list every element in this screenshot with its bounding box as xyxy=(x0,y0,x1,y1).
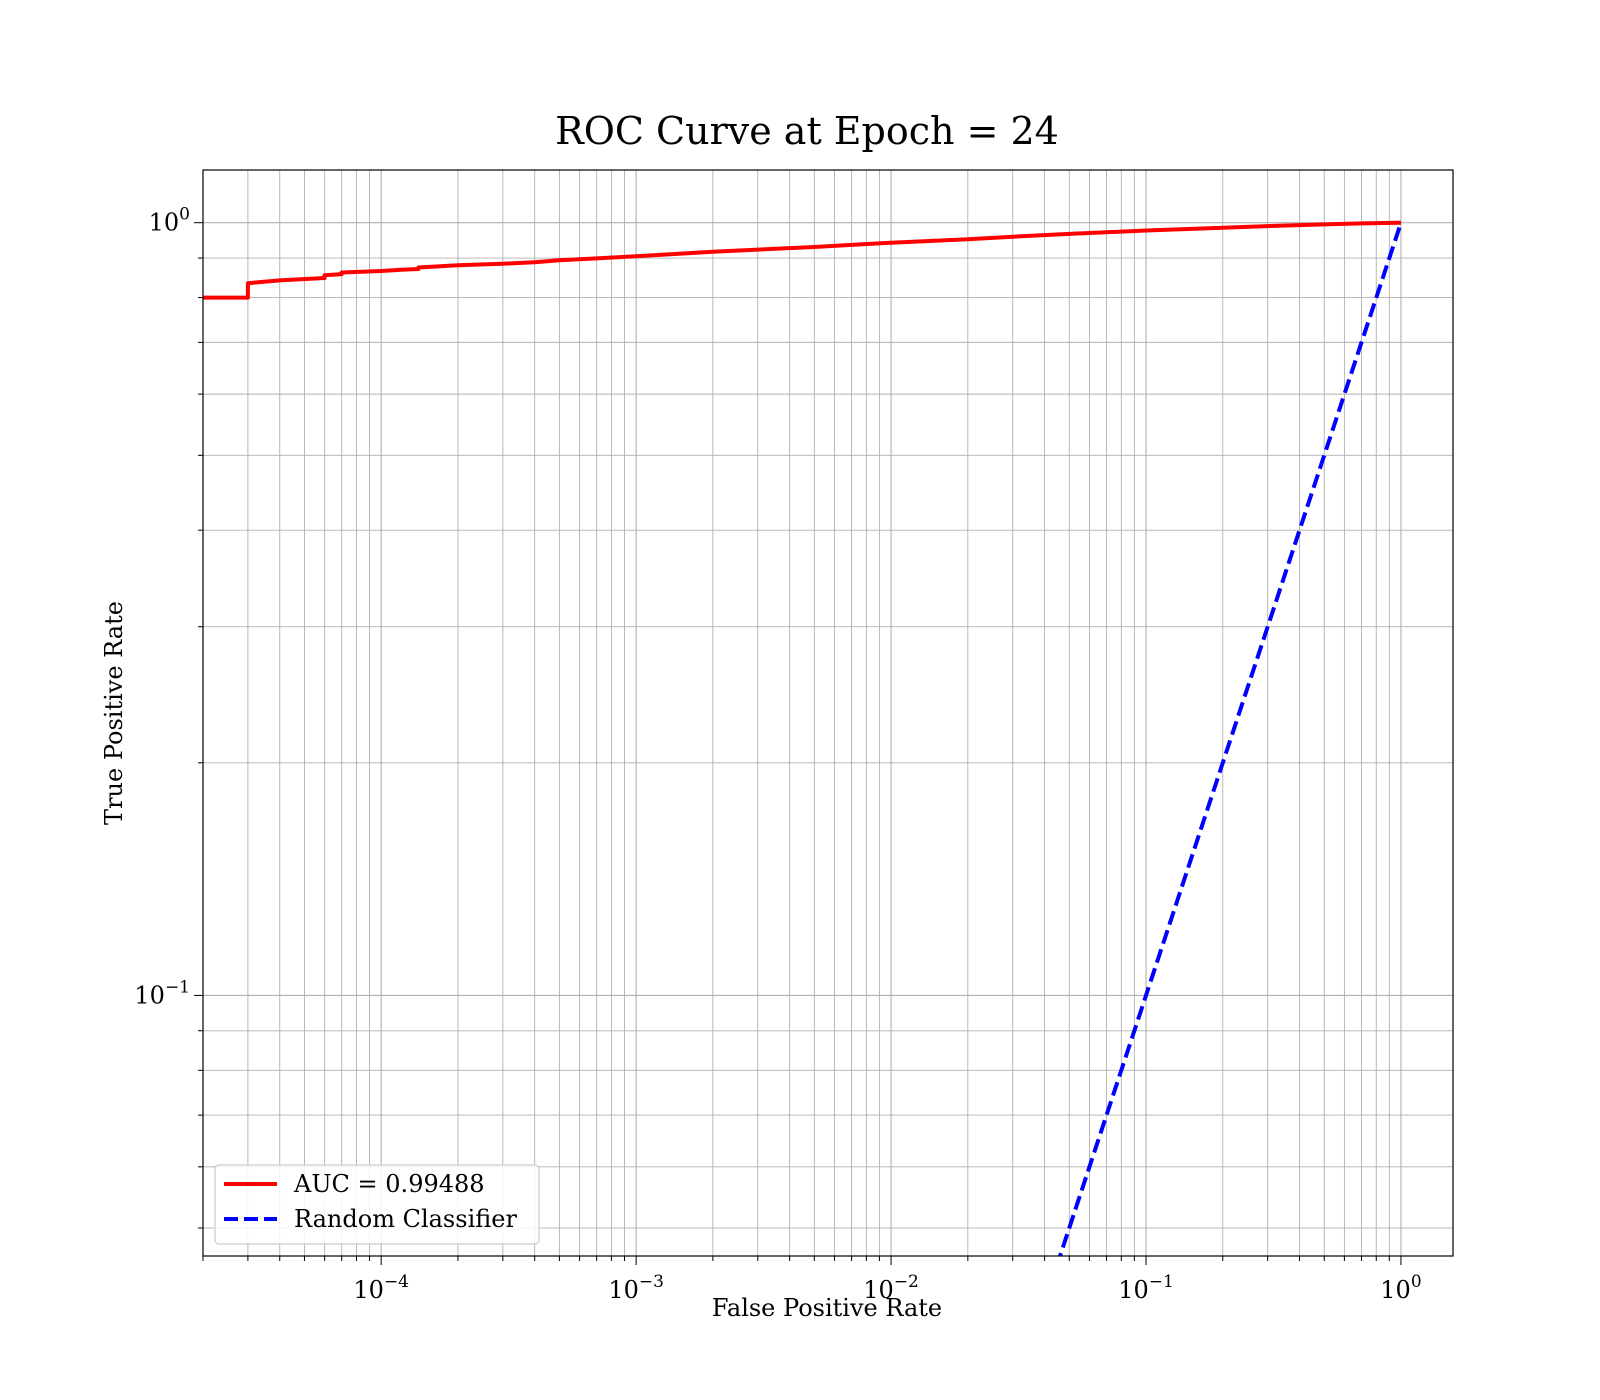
roc-curve-line xyxy=(203,220,1402,300)
y-tick-labels: 10−1 100 xyxy=(134,205,190,1010)
x-axis-label: False Positive Rate xyxy=(712,1294,942,1322)
x-tick-labels: 10−4 10−3 10−2 10−1 100 xyxy=(353,1272,1421,1304)
random-classifier-line xyxy=(1057,222,1403,1256)
chart-title: ROC Curve at Epoch = 24 xyxy=(555,109,1059,153)
x-tick-label: 10−3 xyxy=(608,1272,664,1304)
legend-label-random: Random Classifier xyxy=(294,1205,517,1233)
x-tick-label: 100 xyxy=(1380,1272,1421,1304)
y-tick-label: 10−1 xyxy=(134,977,190,1009)
legend-box xyxy=(214,1164,540,1245)
minor-grid xyxy=(202,170,1453,1256)
y-axis-label: True Positive Rate xyxy=(100,601,128,825)
x-tick-label: 10−1 xyxy=(1118,1272,1174,1304)
series-layer xyxy=(203,220,1403,1256)
legend: AUC = 0.99488 Random Classifier xyxy=(214,1164,540,1245)
plot-frame xyxy=(202,169,1454,1257)
tick-layer xyxy=(194,222,1402,1265)
x-tick-label: 10−2 xyxy=(863,1272,919,1304)
y-tick-label: 100 xyxy=(149,205,190,237)
x-tick-label: 10−4 xyxy=(353,1272,409,1304)
legend-label-auc: AUC = 0.99488 xyxy=(293,1170,485,1198)
major-grid xyxy=(203,170,1453,1256)
